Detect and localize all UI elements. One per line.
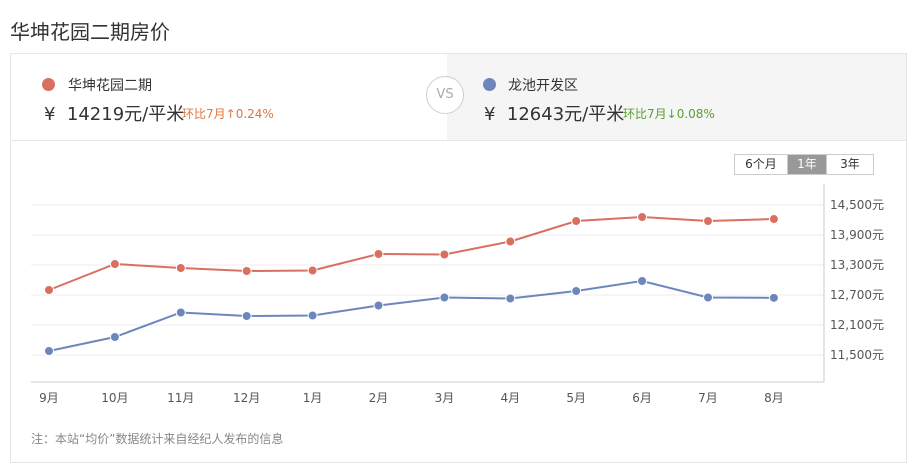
- y-tick-label: 12,100元: [830, 318, 884, 332]
- tab-6-months[interactable]: 6个月: [735, 155, 788, 174]
- left-change: 环比7月↑0.24%: [182, 107, 274, 121]
- x-tick-label: 1月: [303, 391, 323, 405]
- y-tick-label: 14,500元: [830, 198, 884, 212]
- series-1-point: [637, 212, 648, 222]
- series-2-point: [307, 310, 318, 321]
- left-price: ¥ 14219元/平米: [44, 100, 184, 126]
- right-price: ¥ 12643元/平米: [484, 100, 624, 126]
- price-panel: 华坤花园二期 ¥ 14219元/平米 环比7月↑0.24% 龙池开发区 ¥ 12…: [10, 53, 907, 463]
- series-1-point: [439, 249, 450, 260]
- x-tick-label: 9月: [39, 391, 59, 405]
- x-tick-label: 2月: [369, 391, 389, 405]
- series-line-2: [48, 279, 774, 352]
- x-tick-label: 6月: [632, 391, 652, 405]
- right-price-value: 12643元/平米: [506, 104, 625, 125]
- compare-right: 龙池开发区 ¥ 12643元/平米 环比7月↓0.08%: [447, 54, 906, 140]
- series-1-point: [175, 263, 186, 273]
- vs-badge: VS: [426, 76, 464, 114]
- series-2-point: [175, 307, 186, 318]
- series-1-point: [571, 216, 582, 226]
- x-tick-label: 5月: [566, 391, 586, 405]
- price-line-chart: 11,500元 12,100元 12,700元 13,300元 13,900元 14,50…: [31, 184, 884, 405]
- x-tick-label: 12月: [233, 391, 260, 405]
- y-tick-label: 11,500元: [830, 348, 884, 362]
- series-2-point: [373, 300, 384, 311]
- series-1-point: [768, 214, 779, 225]
- footnote: 注：本站“均价”数据统计来自经纪人发布的信息: [31, 432, 284, 446]
- series-2-point: [703, 292, 713, 303]
- right-series-dot-icon: [483, 78, 496, 91]
- left-name: 华坤花园二期: [68, 78, 152, 94]
- left-series-dot-icon: [42, 78, 55, 91]
- series-1-point: [44, 285, 54, 295]
- right-currency: ¥: [484, 104, 496, 125]
- series-1-point: [109, 259, 120, 269]
- series-2-point: [768, 292, 779, 303]
- series-2-point: [571, 286, 582, 296]
- x-tick-label: 8月: [764, 391, 784, 405]
- y-tick-label: 13,300元: [830, 258, 884, 272]
- x-tick-label: 11月: [167, 391, 194, 405]
- left-currency: ¥: [44, 104, 56, 125]
- series-2-point: [439, 292, 450, 303]
- series-1-point: [307, 265, 318, 276]
- right-change: 环比7月↓0.08%: [623, 107, 715, 121]
- series-1-point: [505, 236, 516, 247]
- series-2-point: [241, 311, 252, 321]
- compare-left: 华坤花园二期 ¥ 14219元/平米 环比7月↑0.24%: [11, 54, 447, 140]
- tab-1-year[interactable]: 1年: [788, 155, 827, 174]
- series-2-point: [109, 332, 120, 342]
- page-title: 华坤花园二期房价: [10, 20, 170, 44]
- right-name: 龙池开发区: [508, 78, 578, 94]
- x-tick-label: 3月: [435, 391, 455, 405]
- series-line-1: [48, 215, 774, 291]
- series-2-point: [44, 346, 54, 356]
- tab-3-years[interactable]: 3年: [827, 155, 873, 174]
- x-tick-label: 4月: [500, 391, 520, 405]
- y-tick-label: 13,900元: [830, 228, 884, 242]
- x-tick-label: 7月: [698, 391, 718, 405]
- series-2-point: [637, 276, 648, 286]
- compare-bar: 华坤花园二期 ¥ 14219元/平米 环比7月↑0.24% 龙池开发区 ¥ 12…: [11, 54, 906, 141]
- left-price-value: 14219元/平米: [66, 104, 185, 125]
- series-1-point: [241, 266, 252, 276]
- series-1-point: [373, 249, 384, 259]
- y-tick-label: 12,700元: [830, 288, 884, 302]
- x-tick-label: 10月: [101, 391, 128, 405]
- series-1-point: [703, 216, 713, 226]
- range-tabs: 6个月 1年 3年: [734, 154, 874, 175]
- series-2-point: [505, 293, 516, 304]
